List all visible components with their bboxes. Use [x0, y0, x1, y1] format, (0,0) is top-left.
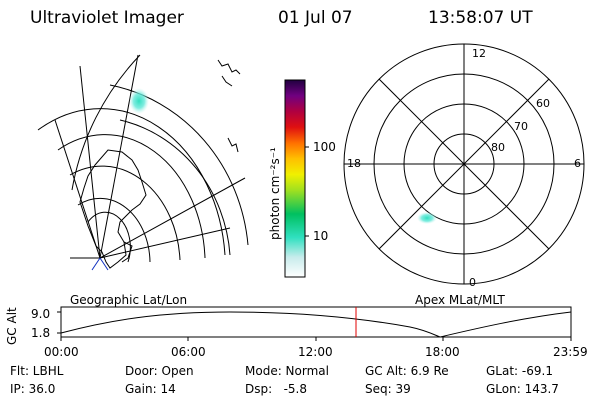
mode-info: Mode: Normal — [245, 364, 329, 378]
aurora-spot-geographic — [129, 88, 149, 114]
orbit-altitude-curve — [60, 311, 572, 338]
gc-alt-info: GC Alt: 6.9 Re — [365, 364, 449, 378]
filter-info: Flt: LBHL — [10, 364, 64, 378]
date-label: 01 Jul 07 — [278, 8, 353, 28]
door-info: Door: Open — [125, 364, 194, 378]
time-label: 13:58:07 UT — [428, 8, 533, 28]
ip-info: IP: 36.0 — [10, 382, 56, 396]
instrument-title: Ultraviolet Imager — [30, 8, 184, 28]
mlt-label-6: 6 — [574, 157, 581, 170]
time-tick-1800: 18:00 — [425, 345, 460, 359]
aurora-spot-polar — [417, 212, 437, 224]
mlat-label-60: 60 — [536, 97, 550, 110]
colorbar-tick-100: 100 — [313, 140, 336, 154]
time-tick-1200: 12:00 — [298, 345, 333, 359]
mlat-label-80: 80 — [491, 141, 505, 154]
glon-info: GLon: 143.7 — [486, 382, 559, 396]
seq-info: Seq: 39 — [365, 382, 411, 396]
alt-tick-1-8: 1.8 — [31, 326, 51, 340]
mlt-label-0: 0 — [469, 276, 476, 289]
time-tick-0000: 00:00 — [44, 345, 79, 359]
gain-info: Gain: 14 — [125, 382, 176, 396]
geographic-title: Geographic Lat/Lon — [70, 293, 188, 307]
mlat-label-70: 70 — [514, 120, 528, 133]
alt-tick-9: 9.0 — [31, 307, 51, 321]
mlt-label-18: 18 — [347, 157, 361, 170]
time-tick-2359: 23:59 — [553, 345, 588, 359]
glat-info: GLat: -69.1 — [486, 364, 553, 378]
time-tick-0600: 06:00 — [171, 345, 206, 359]
colorbar-tick-10: 10 — [313, 229, 329, 243]
apex-title: Apex MLat/MLT — [415, 293, 505, 307]
dsp-info: Dsp: -5.8 — [245, 382, 308, 396]
mlt-label-12: 12 — [472, 47, 486, 60]
